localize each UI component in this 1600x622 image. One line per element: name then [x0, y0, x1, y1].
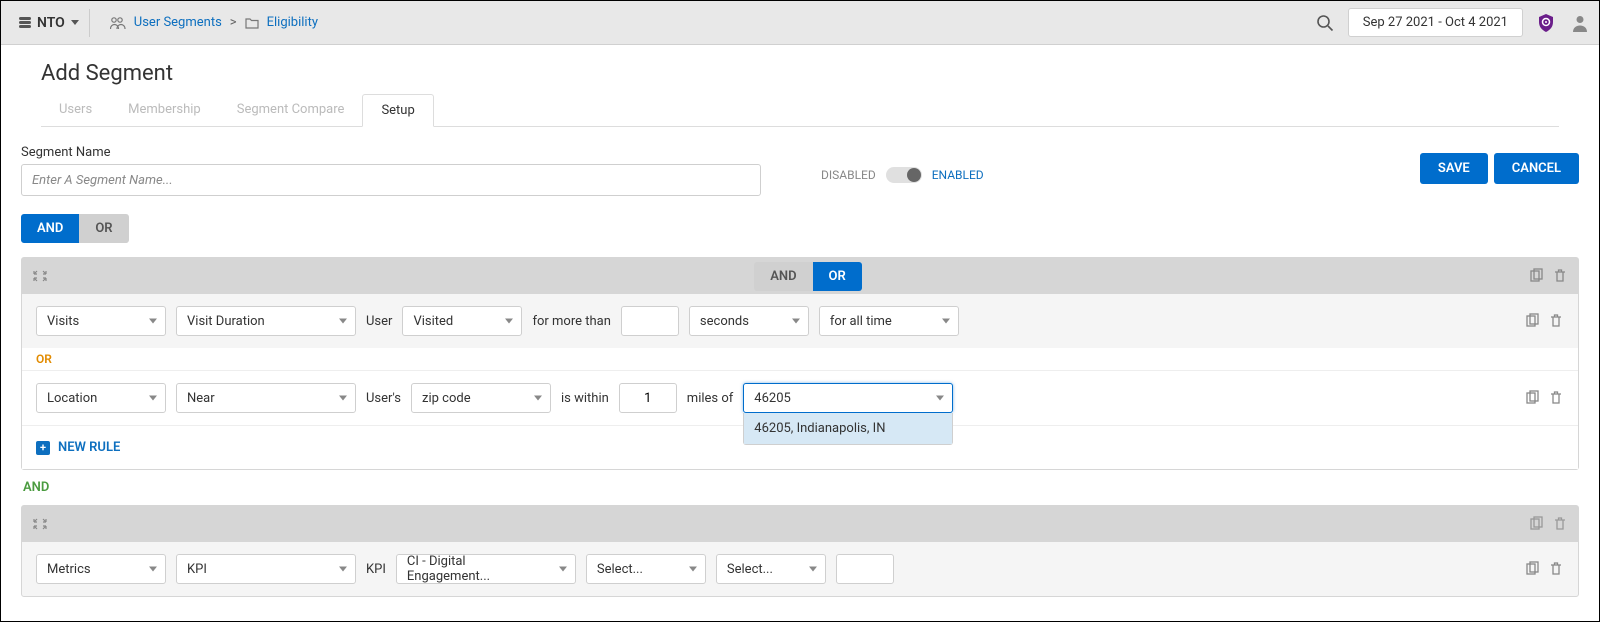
breadcrumb-segments[interactable]: User Segments — [134, 15, 222, 30]
row1-actions — [1524, 313, 1564, 329]
copy-icon[interactable] — [1524, 313, 1540, 329]
or-divider: OR — [22, 348, 1578, 370]
distance-input[interactable] — [619, 383, 677, 413]
page-title: Add Segment — [41, 61, 1559, 86]
dimension-select[interactable]: Visit Duration — [176, 306, 356, 336]
block1-or-button[interactable]: OR — [813, 262, 862, 291]
block1-and-button[interactable]: AND — [754, 262, 812, 291]
topbar-right: Sep 27 2021 - Oct 4 2021 — [1314, 8, 1591, 37]
kpi-select[interactable]: KPI — [176, 554, 356, 584]
tab-users[interactable]: Users — [41, 94, 110, 126]
breadcrumb-folder[interactable]: Eligibility — [267, 15, 318, 30]
form-top-row: Segment Name DISABLED ENABLED SAVE CANCE… — [21, 145, 1579, 196]
people-icon — [110, 16, 126, 30]
plus-icon: + — [36, 441, 50, 455]
outer-and-button[interactable]: AND — [21, 214, 79, 243]
block2-actions — [1528, 516, 1568, 532]
delete-icon[interactable] — [1548, 561, 1564, 577]
zip-select-wrap: 46205 46205, Indianapolis, IN — [743, 383, 953, 413]
search-icon[interactable] — [1314, 12, 1336, 34]
action-buttons: SAVE CANCEL — [1420, 153, 1579, 184]
caret-down-icon — [71, 20, 79, 25]
tab-setup[interactable]: Setup — [362, 94, 433, 127]
tab-segment-compare[interactable]: Segment Compare — [219, 94, 363, 126]
duration-input[interactable] — [621, 306, 679, 336]
copy-icon[interactable] — [1528, 268, 1544, 284]
select1[interactable]: Select... — [586, 554, 706, 584]
enabled-toggle[interactable] — [886, 167, 922, 183]
value-input[interactable] — [836, 554, 894, 584]
kpi-label: KPI — [366, 562, 386, 577]
miles-of-label: miles of — [687, 391, 733, 406]
workspace-name: NTO — [37, 15, 65, 31]
rule-row-visits: Visits Visit Duration User Visited for m… — [22, 294, 1578, 348]
rule-block-2-header — [22, 506, 1578, 542]
row-metrics-actions — [1524, 561, 1564, 577]
delete-icon[interactable] — [1548, 390, 1564, 406]
top-bar: NTO User Segments > Eligibility Sep 27 2… — [1, 1, 1599, 45]
toggle-disabled-label: DISABLED — [821, 168, 876, 182]
for-more-than-label: for more than — [532, 314, 610, 329]
toggle-knob — [907, 168, 921, 182]
copy-icon[interactable] — [1524, 561, 1540, 577]
metrics-select[interactable]: Metrics — [36, 554, 166, 584]
segment-name-input[interactable] — [21, 164, 761, 196]
tabs: Users Membership Segment Compare Setup — [41, 94, 1559, 127]
breadcrumb-separator: > — [230, 15, 237, 30]
delete-icon[interactable] — [1552, 268, 1568, 284]
collapse-icon[interactable] — [32, 516, 48, 532]
field-select[interactable]: zip code — [411, 383, 551, 413]
topbar-left: NTO User Segments > Eligibility — [9, 9, 318, 37]
database-icon — [19, 17, 31, 28]
shield-icon[interactable] — [1535, 12, 1557, 34]
unit-select[interactable]: seconds — [689, 306, 809, 336]
condition-select[interactable]: Visited — [402, 306, 522, 336]
and-divider: AND — [21, 470, 1579, 505]
enabled-toggle-group: DISABLED ENABLED — [821, 167, 984, 183]
outer-operator-group: AND OR — [21, 214, 129, 243]
select2[interactable]: Select... — [716, 554, 826, 584]
segment-name-group: Segment Name — [21, 145, 761, 196]
time-select[interactable]: for all time — [819, 306, 959, 336]
metric-select[interactable]: Visits — [36, 306, 166, 336]
is-within-label: is within — [561, 391, 609, 406]
body: Segment Name DISABLED ENABLED SAVE CANCE… — [1, 127, 1599, 615]
kpi-value-select[interactable]: CI - Digital Engagement... — [396, 554, 576, 584]
breadcrumb: User Segments > Eligibility — [110, 15, 318, 30]
user-label: User — [366, 314, 392, 329]
toggle-enabled-label: ENABLED — [932, 168, 984, 182]
tab-membership[interactable]: Membership — [110, 94, 219, 126]
rule-row-location: Location Near User's zip code is within … — [22, 370, 1578, 425]
row2-actions — [1524, 390, 1564, 406]
user-icon[interactable] — [1569, 12, 1591, 34]
rule-block-1-header: AND OR — [22, 258, 1578, 294]
zip-select[interactable]: 46205 — [743, 383, 953, 413]
delete-icon[interactable] — [1552, 516, 1568, 532]
outer-or-button[interactable]: OR — [79, 214, 128, 243]
page-header: Add Segment Users Membership Segment Com… — [1, 45, 1599, 127]
location-metric-select[interactable]: Location — [36, 383, 166, 413]
delete-icon[interactable] — [1548, 313, 1564, 329]
folder-icon — [245, 17, 259, 29]
rule-row-metrics: Metrics KPI KPI CI - Digital Engagement.… — [22, 542, 1578, 596]
rule-block-1: AND OR Visits Visit Duration User Visite… — [21, 257, 1579, 470]
workspace-selector[interactable]: NTO — [9, 9, 90, 37]
zip-option[interactable]: 46205, Indianapolis, IN — [744, 413, 952, 444]
new-rule-label: NEW RULE — [58, 440, 120, 455]
block1-operator-group: AND OR — [754, 262, 862, 291]
near-select[interactable]: Near — [176, 383, 356, 413]
block1-actions — [1528, 268, 1568, 284]
users-label: User's — [366, 391, 401, 406]
zip-dropdown: 46205, Indianapolis, IN — [743, 413, 953, 445]
rule-block-2: Metrics KPI KPI CI - Digital Engagement.… — [21, 505, 1579, 597]
date-range-picker[interactable]: Sep 27 2021 - Oct 4 2021 — [1348, 8, 1523, 37]
save-button[interactable]: SAVE — [1420, 153, 1488, 184]
collapse-icon[interactable] — [32, 268, 48, 284]
segment-name-label: Segment Name — [21, 145, 761, 160]
cancel-button[interactable]: CANCEL — [1494, 153, 1579, 184]
copy-icon[interactable] — [1524, 390, 1540, 406]
copy-icon[interactable] — [1528, 516, 1544, 532]
